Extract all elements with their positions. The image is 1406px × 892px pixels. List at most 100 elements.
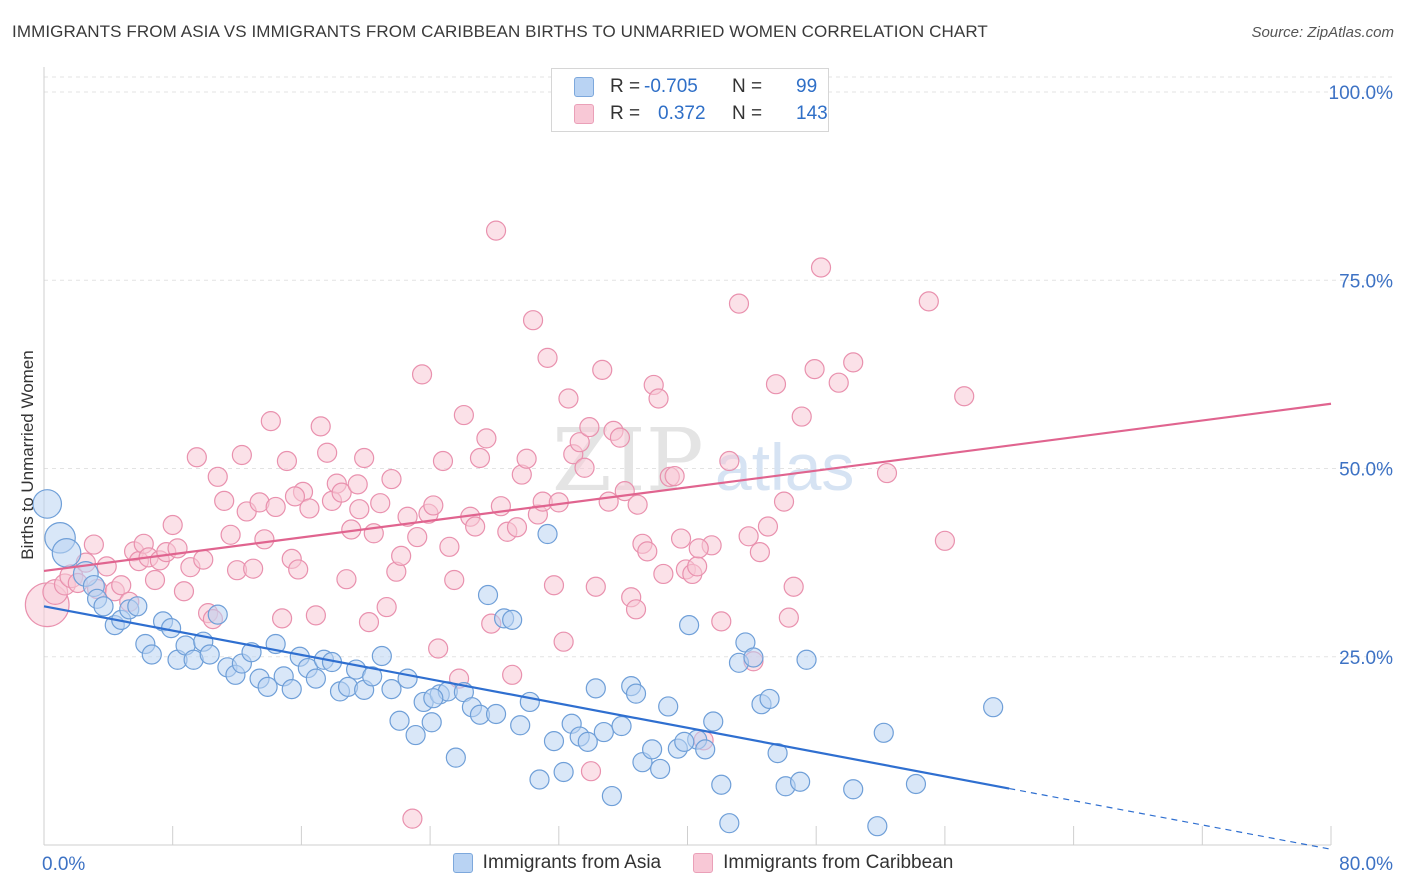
caribbean-point (653, 563, 674, 585)
caribbean-point (336, 569, 357, 590)
asia-point (593, 721, 614, 743)
caribbean-point (778, 607, 799, 628)
caribbean-point (469, 447, 491, 469)
asia-trend-extension (1009, 787, 1332, 850)
caribbean-point (310, 416, 331, 437)
asia-point (674, 731, 695, 752)
series-legend: Immigrants from Asia Immigrants from Car… (0, 852, 1406, 874)
r-label: R = (610, 103, 641, 124)
caribbean-point (934, 530, 956, 551)
caribbean-point (173, 581, 195, 602)
asia-point (695, 739, 716, 760)
asia-point (529, 769, 550, 790)
asia-point (759, 688, 780, 710)
asia-point (719, 813, 740, 834)
caribbean-point (193, 549, 214, 570)
asia-point (585, 678, 606, 699)
caribbean-point (265, 496, 286, 518)
asia-point (983, 697, 1004, 718)
caribbean-point (828, 372, 849, 393)
y-axis-label: Births to Unmarried Women (18, 350, 37, 559)
caribbean-r-value: 0.372 (658, 103, 706, 124)
asia-point (743, 647, 764, 668)
asia-points (32, 489, 1004, 837)
caribbean-point (397, 506, 418, 527)
legend-item-asia[interactable]: Immigrants from Asia (452, 852, 661, 874)
caribbean-point (757, 516, 779, 537)
caribbean-point (506, 517, 528, 538)
asia-n-value: 99 (796, 76, 818, 97)
caribbean-point (543, 575, 565, 596)
caribbean-point (625, 599, 647, 620)
asia-point (397, 668, 418, 689)
caribbean-point (502, 664, 523, 685)
caribbean-point (843, 352, 864, 373)
asia-point (32, 489, 63, 519)
asia-point (207, 604, 228, 625)
caribbean-point (719, 450, 740, 472)
caribbean-point (810, 257, 832, 278)
caribbean-point (738, 526, 759, 547)
caribbean-point (186, 447, 207, 468)
asia-point (537, 523, 558, 545)
asia-point (650, 758, 671, 780)
caribbean-point (918, 291, 939, 312)
caribbean-point (791, 406, 812, 427)
caribbean-point (358, 612, 380, 633)
asia-point (423, 688, 444, 709)
caribbean-point (391, 545, 412, 566)
caribbean-point (804, 359, 825, 380)
caribbean-point (317, 442, 338, 463)
y-tick-label: 75.0% (1339, 271, 1393, 292)
x-tick-label-min: 0.0% (42, 854, 85, 875)
axes (43, 67, 1332, 846)
asia-point (485, 703, 507, 725)
caribbean-point (476, 428, 497, 449)
caribbean-point (407, 526, 428, 548)
asia-point (611, 715, 632, 737)
caribbean-point (664, 465, 685, 487)
r-label: R = (610, 76, 641, 97)
asia-r-value: -0.705 (644, 76, 698, 97)
caribbean-point (288, 559, 309, 580)
caribbean-point (609, 427, 631, 448)
caribbean-point (537, 347, 558, 368)
asia-point (477, 584, 499, 606)
asia-point (445, 747, 466, 768)
caribbean-point (254, 529, 275, 550)
asia-point (543, 730, 565, 752)
asia-point (362, 666, 383, 687)
caribbean-point (592, 359, 613, 380)
caribbean-point (411, 364, 433, 385)
caribbean-points (24, 220, 975, 829)
caribbean-point (688, 538, 709, 559)
caribbean-point (349, 499, 370, 520)
caribbean-point (516, 448, 537, 469)
caribbean-point (580, 761, 602, 782)
asia-point (51, 538, 82, 568)
caribbean-point (598, 491, 619, 512)
caribbean-point (465, 516, 486, 537)
y-tick-label: 25.0% (1339, 648, 1393, 669)
caribbean-point (749, 542, 770, 563)
correlation-legend: R = -0.705 N = 99 R = 0.372 N = 143 (551, 68, 829, 132)
caribbean-point (243, 558, 264, 579)
caribbean-point (954, 386, 975, 407)
asia-point (519, 691, 540, 713)
asia-point (371, 645, 392, 667)
stats-row-caribbean: R = 0.372 N = 143 (574, 101, 828, 127)
asia-point (305, 668, 326, 689)
caribbean-point (485, 220, 507, 241)
caribbean-point (376, 596, 397, 618)
asia-point (577, 731, 598, 752)
caribbean-point (347, 474, 368, 495)
legend-item-caribbean[interactable]: Immigrants from Caribbean (693, 852, 953, 874)
caribbean-point (569, 432, 590, 453)
asia-point (843, 779, 864, 800)
asia-point (421, 712, 442, 733)
asia-point (127, 596, 148, 617)
asia-point (257, 676, 278, 697)
caribbean-point (354, 447, 375, 469)
asia-point (867, 816, 888, 837)
caribbean-point (439, 536, 460, 557)
